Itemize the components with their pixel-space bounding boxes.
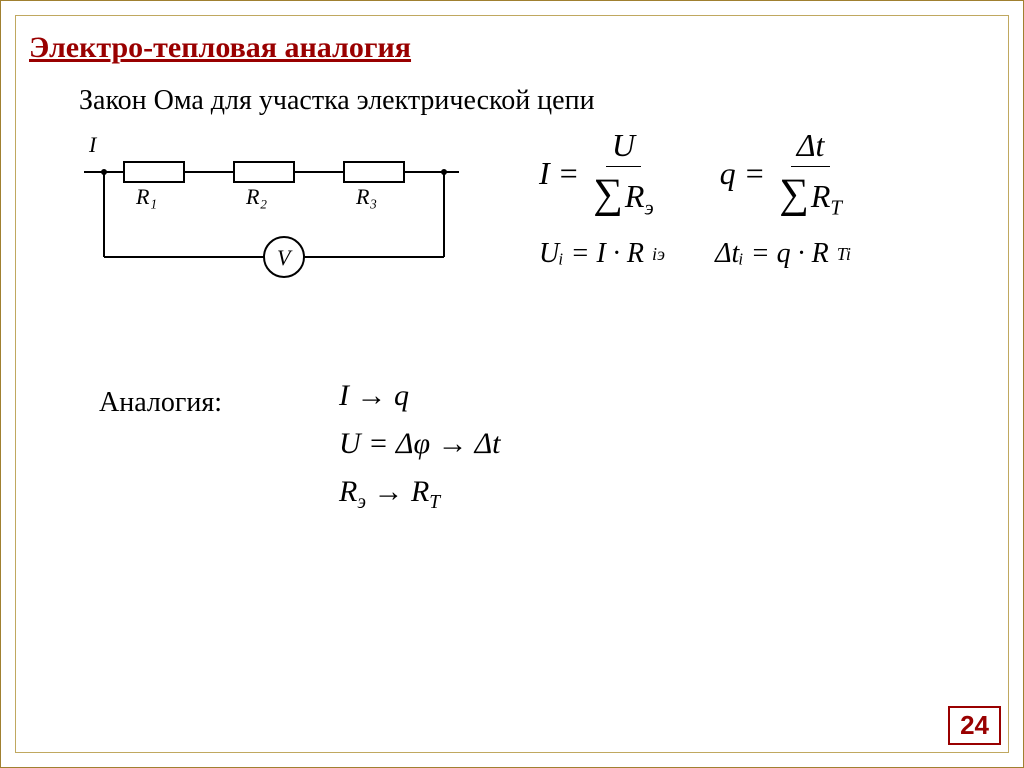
resistor-r3-label: R₃ <box>355 184 377 209</box>
formulas-block: I = U ∑Rэ q = Δt ∑R <box>539 127 989 288</box>
resistor-r1-label: R₁ <box>135 184 157 209</box>
formula-ui: Uᵢ = I · Riэ <box>539 238 665 270</box>
circuit-diagram: I R₁ R₂ R₃ V <box>74 132 474 302</box>
analogy-label: Аналогия: <box>99 387 222 419</box>
analogy-formulas: I → q U = Δφ → Δt Rэ → RT <box>339 372 501 518</box>
subtitle: Закон Ома для участка электрической цепи <box>79 85 1005 117</box>
current-label: I <box>88 132 98 157</box>
analogy-line-2: U = Δφ → Δt <box>339 420 501 468</box>
formula-dti: Δtᵢ = q · RTi <box>715 238 851 270</box>
analogy-line-1: I → q <box>339 372 501 420</box>
page-number: 24 <box>948 706 1001 745</box>
formula-ohm-electric: I = U ∑Rэ <box>539 127 660 220</box>
formula-ohm-thermal: q = Δt ∑RT <box>720 127 848 220</box>
resistor-r2-label: R₂ <box>245 184 267 209</box>
page-title: Электро-тепловая аналогия <box>29 31 1005 65</box>
analogy-line-3: Rэ → RT <box>339 468 501 518</box>
